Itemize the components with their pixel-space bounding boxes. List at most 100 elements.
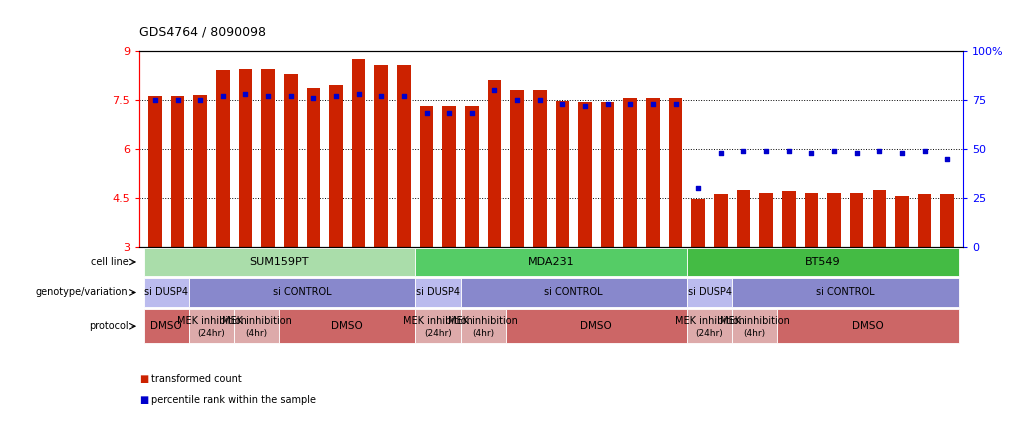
Bar [420,106,434,247]
Point [237,91,253,97]
Text: (4hr): (4hr) [246,329,268,338]
Point [418,110,435,117]
Text: (4hr): (4hr) [744,329,766,338]
Point [645,100,661,107]
Point [260,93,276,99]
Bar [148,96,162,247]
Text: cell line: cell line [91,257,129,267]
Text: si DUSP4: si DUSP4 [144,288,188,297]
Point [350,91,367,97]
Bar [279,309,415,343]
Point [146,96,163,103]
Bar [506,309,687,343]
Bar [691,199,705,247]
Bar [687,248,959,276]
Point [871,147,888,154]
Bar [284,74,298,247]
Bar [143,278,188,307]
Bar [171,96,184,247]
Bar [487,80,502,247]
Text: si DUSP4: si DUSP4 [416,288,459,297]
Bar [555,102,570,247]
Text: genotype/variation: genotype/variation [36,288,129,297]
Text: GDS4764 / 8090098: GDS4764 / 8090098 [139,25,266,38]
Text: MEK inhibition: MEK inhibition [720,316,790,326]
Text: (24hr): (24hr) [695,329,723,338]
Point [803,149,820,156]
Bar [465,106,479,247]
Bar [239,69,252,247]
Point [464,110,480,117]
Bar [827,193,840,247]
Point [667,100,684,107]
Point [781,147,797,154]
Point [690,184,707,191]
Text: ■: ■ [139,374,148,384]
Bar [188,309,234,343]
Text: MEK inhibition: MEK inhibition [675,316,745,326]
Point [509,96,525,103]
Bar [895,196,908,247]
Bar [778,309,959,343]
Point [214,93,231,99]
Text: MEK inhibition: MEK inhibition [176,316,246,326]
Text: percentile rank within the sample: percentile rank within the sample [151,395,316,405]
Bar [330,85,343,247]
Point [486,87,503,93]
Text: MDA231: MDA231 [527,257,575,267]
Bar [668,98,682,247]
Bar [578,102,592,247]
Bar [262,69,275,247]
Point [396,93,412,99]
Bar [714,195,727,247]
Bar [398,66,411,247]
Bar [782,191,795,247]
Bar [307,88,320,247]
Bar [732,309,778,343]
Text: DMSO: DMSO [150,321,182,331]
Bar [850,193,863,247]
Point [758,147,775,154]
Bar [623,98,638,247]
Text: MEK inhibition: MEK inhibition [448,316,518,326]
Bar [460,309,506,343]
Bar [352,59,366,247]
Point [328,93,344,99]
Point [735,147,752,154]
Bar [732,278,959,307]
Text: si CONTROL: si CONTROL [273,288,332,297]
Bar [194,95,207,247]
Point [622,100,639,107]
Bar [759,193,772,247]
Text: ■: ■ [139,395,148,405]
Bar [460,278,687,307]
Bar [375,66,388,247]
Point [373,93,389,99]
Text: MEK inhibition: MEK inhibition [403,316,473,326]
Point [917,147,933,154]
Bar [188,278,415,307]
Text: transformed count: transformed count [151,374,242,384]
Bar [415,309,460,343]
Bar [804,193,818,247]
Bar [443,106,456,247]
Bar [533,90,547,247]
Bar [918,195,931,247]
Point [554,100,571,107]
Text: DMSO: DMSO [581,321,612,331]
Bar [415,248,687,276]
Text: MEK inhibition: MEK inhibition [221,316,291,326]
Text: DMSO: DMSO [852,321,884,331]
Point [599,100,616,107]
Point [282,93,299,99]
Bar [646,98,659,247]
Bar [510,90,524,247]
Point [531,96,548,103]
Bar [687,278,732,307]
Text: (24hr): (24hr) [198,329,226,338]
Bar [143,248,415,276]
Point [305,94,321,101]
Point [577,102,593,109]
Text: (24hr): (24hr) [424,329,452,338]
Point [894,149,911,156]
